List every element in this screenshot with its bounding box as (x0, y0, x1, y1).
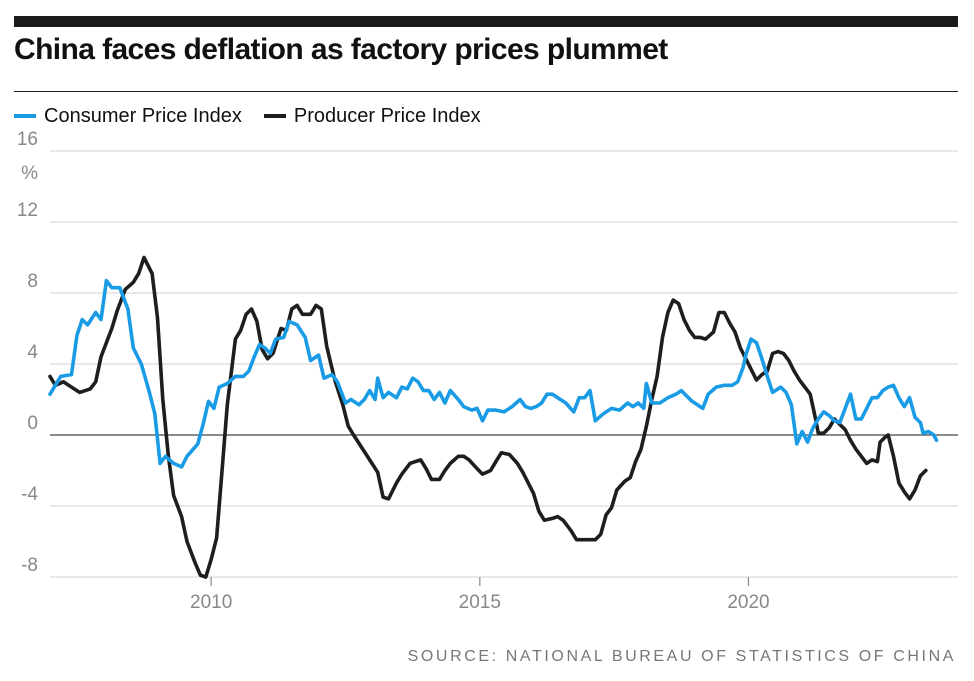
x-tick-label: 2015 (459, 592, 501, 613)
title-divider (14, 91, 958, 92)
legend-item-ppi: Producer Price Index (263, 104, 481, 128)
chart-title: China faces deflation as factory prices … (14, 33, 668, 66)
legend: Consumer Price Index Producer Price Inde… (14, 103, 503, 129)
x-tick-label: 2020 (727, 592, 769, 613)
legend-swatch-ppi (263, 114, 286, 118)
top-rule (14, 16, 958, 27)
legend-label-cpi: Consumer Price Index (44, 104, 242, 127)
series-line-ppi (48, 255, 928, 579)
y-tick-label: -8 (21, 555, 38, 576)
y-tick-label: 4 (27, 342, 38, 363)
series-line-cpi (48, 278, 939, 469)
y-tick-label: -4 (21, 484, 38, 505)
y-tick-label: 16 (17, 129, 38, 150)
legend-item-cpi: Consumer Price Index (14, 105, 242, 128)
legend-label-ppi: Producer Price Index (293, 104, 481, 127)
y-unit-label: % (21, 163, 38, 184)
y-tick-label: 8 (27, 271, 38, 292)
y-tick-label: 0 (27, 413, 38, 434)
legend-swatch-cpi (14, 114, 36, 118)
source-credit: SOURCE: NATIONAL BUREAU OF STATISTICS OF… (407, 648, 956, 665)
y-tick-label: 12 (17, 200, 38, 221)
x-tick-label: 2010 (190, 592, 232, 613)
